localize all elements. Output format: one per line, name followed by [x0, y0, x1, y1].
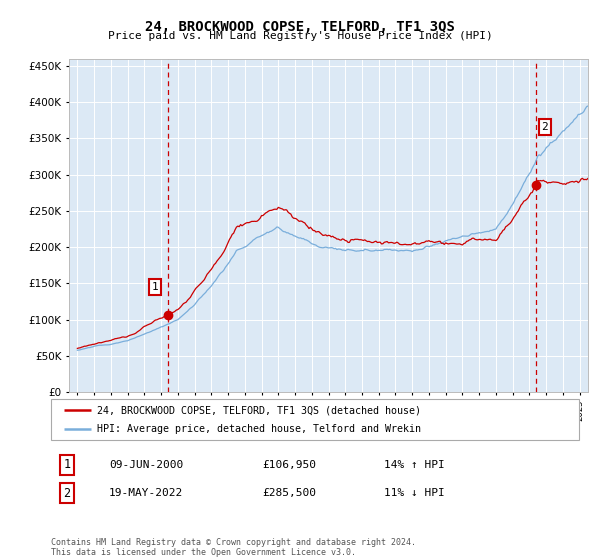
Text: £106,950: £106,950	[262, 460, 316, 470]
Text: 2: 2	[542, 122, 548, 132]
Text: 14% ↑ HPI: 14% ↑ HPI	[383, 460, 445, 470]
Text: 1: 1	[152, 282, 158, 292]
Text: 11% ↓ HPI: 11% ↓ HPI	[383, 488, 445, 498]
Text: £285,500: £285,500	[262, 488, 316, 498]
Text: 2: 2	[63, 487, 70, 500]
FancyBboxPatch shape	[51, 399, 579, 440]
Text: Contains HM Land Registry data © Crown copyright and database right 2024.
This d: Contains HM Land Registry data © Crown c…	[51, 538, 416, 557]
Text: Price paid vs. HM Land Registry's House Price Index (HPI): Price paid vs. HM Land Registry's House …	[107, 31, 493, 41]
Text: HPI: Average price, detached house, Telford and Wrekin: HPI: Average price, detached house, Telf…	[97, 424, 421, 433]
Text: 24, BROCKWOOD COPSE, TELFORD, TF1 3QS (detached house): 24, BROCKWOOD COPSE, TELFORD, TF1 3QS (d…	[97, 405, 421, 415]
Text: 24, BROCKWOOD COPSE, TELFORD, TF1 3QS: 24, BROCKWOOD COPSE, TELFORD, TF1 3QS	[145, 20, 455, 34]
Text: 1: 1	[63, 458, 70, 472]
Text: 19-MAY-2022: 19-MAY-2022	[109, 488, 184, 498]
Text: 09-JUN-2000: 09-JUN-2000	[109, 460, 184, 470]
